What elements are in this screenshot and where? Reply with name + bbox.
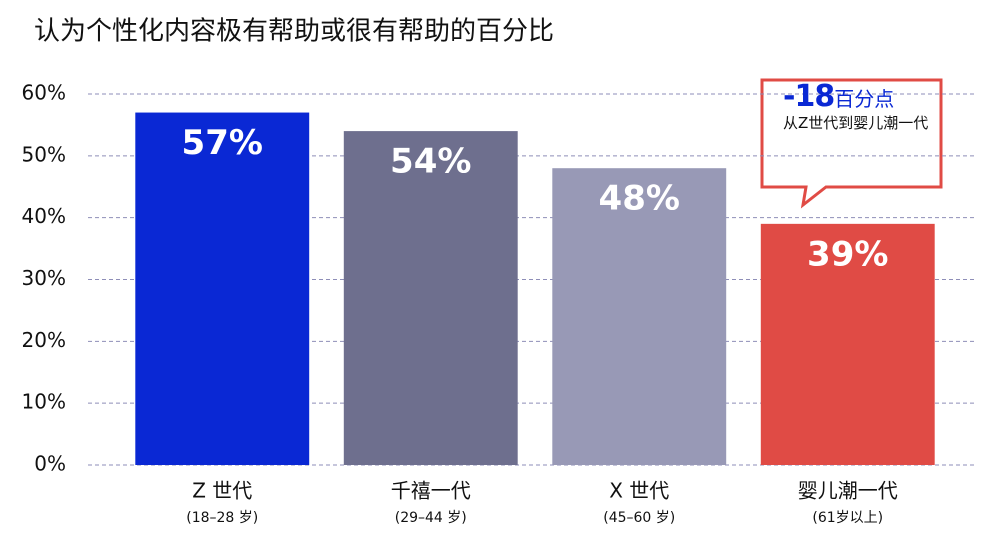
y-tick-label: 60% <box>22 81 66 105</box>
data-label: 39% <box>807 234 888 274</box>
data-label: 48% <box>599 179 680 219</box>
y-tick-label: 40% <box>22 204 66 228</box>
y-tick-label: 30% <box>22 266 66 290</box>
callout-text: 从Z世代到婴儿潮一代 <box>783 114 929 132</box>
bar <box>135 112 310 466</box>
x-tick-note: (18–28 岁) <box>186 510 258 526</box>
data-label: 54% <box>390 142 471 182</box>
y-tick-label: 50% <box>22 142 66 166</box>
y-tick-label: 10% <box>22 390 66 414</box>
callout-box <box>760 78 943 209</box>
x-tick-note: (61岁以上) <box>812 510 883 526</box>
bar <box>552 168 727 465</box>
callout-unit: 百分点 <box>834 87 895 111</box>
x-tick-label: 婴儿潮一代 <box>798 479 898 503</box>
data-label: 57% <box>182 123 263 163</box>
y-tick-label: 20% <box>22 328 66 352</box>
x-tick-note: (45–60 岁) <box>603 510 675 526</box>
x-tick-label: 千禧一代 <box>391 479 471 503</box>
callout-value: -18 <box>783 79 835 114</box>
bar <box>760 223 935 465</box>
y-tick-label: 0% <box>34 452 66 476</box>
x-tick-label: Z 世代 <box>192 479 252 503</box>
chart-title: 认为个性化内容极有帮助或很有帮助的百分比 <box>34 17 554 47</box>
x-tick-label: X 世代 <box>609 479 669 503</box>
x-tick-note: (29–44 岁) <box>395 510 467 526</box>
callout: -18百分点 从Z世代到婴儿潮一代 <box>783 82 933 133</box>
bar <box>343 131 518 465</box>
